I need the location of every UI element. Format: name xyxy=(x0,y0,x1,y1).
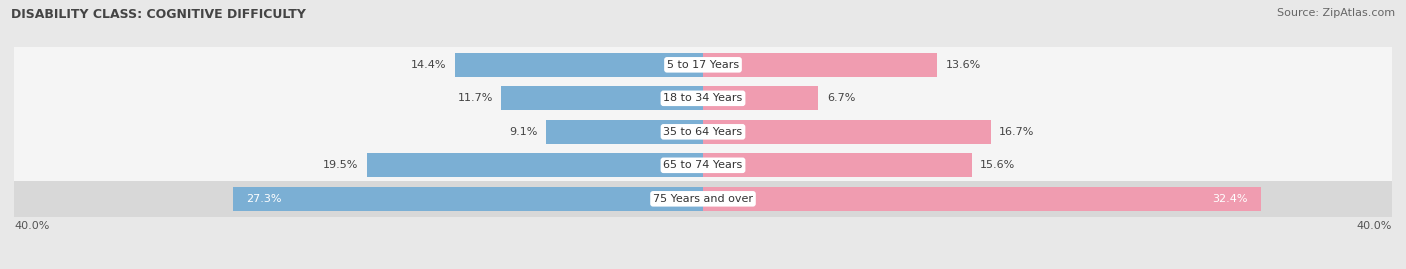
Text: Source: ZipAtlas.com: Source: ZipAtlas.com xyxy=(1277,8,1395,18)
Text: 75 Years and over: 75 Years and over xyxy=(652,194,754,204)
Text: 65 to 74 Years: 65 to 74 Years xyxy=(664,160,742,170)
Bar xyxy=(367,153,703,177)
Text: 32.4%: 32.4% xyxy=(1212,194,1247,204)
Text: 35 to 64 Years: 35 to 64 Years xyxy=(664,127,742,137)
Text: 15.6%: 15.6% xyxy=(980,160,1015,170)
Text: 11.7%: 11.7% xyxy=(457,93,494,103)
Text: DISABILITY CLASS: COGNITIVE DIFFICULTY: DISABILITY CLASS: COGNITIVE DIFFICULTY xyxy=(11,8,307,21)
Bar xyxy=(703,120,991,144)
Text: 18 to 34 Years: 18 to 34 Years xyxy=(664,93,742,103)
Text: 13.6%: 13.6% xyxy=(946,60,981,70)
Bar xyxy=(703,53,938,77)
Text: 9.1%: 9.1% xyxy=(509,127,537,137)
Bar xyxy=(456,53,703,77)
Bar xyxy=(14,114,1392,150)
Text: 6.7%: 6.7% xyxy=(827,93,855,103)
Bar xyxy=(703,187,1261,211)
Text: 40.0%: 40.0% xyxy=(14,221,49,231)
Bar xyxy=(703,86,818,110)
Text: 27.3%: 27.3% xyxy=(246,194,283,204)
Text: 5 to 17 Years: 5 to 17 Years xyxy=(666,60,740,70)
Bar xyxy=(233,187,703,211)
Text: 40.0%: 40.0% xyxy=(1357,221,1392,231)
Bar xyxy=(14,181,1392,217)
Text: 14.4%: 14.4% xyxy=(411,60,446,70)
Bar xyxy=(502,86,703,110)
Bar xyxy=(14,80,1392,116)
Bar xyxy=(14,47,1392,83)
Text: 19.5%: 19.5% xyxy=(323,160,359,170)
Text: 16.7%: 16.7% xyxy=(1000,127,1035,137)
Bar xyxy=(547,120,703,144)
Bar xyxy=(14,147,1392,183)
Bar xyxy=(703,153,972,177)
